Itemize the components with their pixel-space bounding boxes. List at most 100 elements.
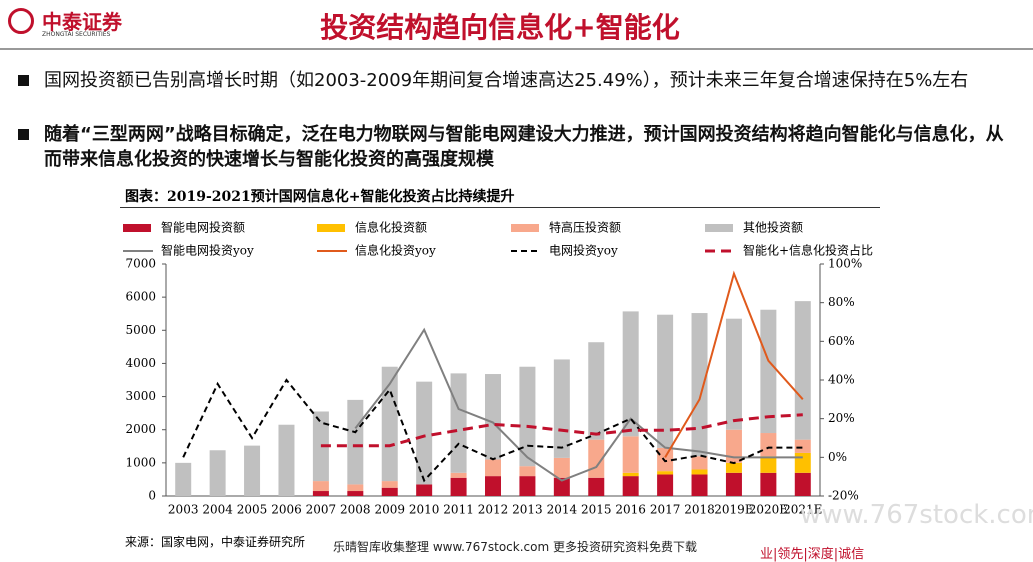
bar [691,313,708,457]
legend-swatch [705,224,733,232]
bar [347,399,364,485]
bar [485,374,501,460]
bar [725,472,742,496]
bar [622,311,639,437]
bar [519,466,536,477]
bar [450,373,467,473]
bar [794,452,811,473]
bullet: 随着“三型两网”战略目标确定，泛在电力物联网与智能电网建设大力推进，预计国网投资… [14,122,1004,172]
line [320,413,803,448]
logo-sub: ZHONGTAI SECURITIES [42,31,111,38]
legend-label: 智能化+信息化投资占比 [743,243,873,258]
bar [485,459,501,477]
x-tick-label: 2013 [512,503,543,517]
x-tick-label: 2008 [340,503,371,517]
x-tick-label: 2014 [547,503,578,517]
x-tick-label: 2007 [306,503,337,517]
bar [691,469,708,475]
bar [622,472,639,477]
y-tick-label: 7000 [125,257,156,271]
bar [725,462,742,473]
bar [519,366,536,467]
chart-title-rule [120,207,880,208]
bar [622,436,639,473]
chart-title: 图表：2019-2021预计国网信息化+智能化投资占比持续提升 [125,189,515,205]
bar [657,447,674,472]
legend-swatch [123,224,151,232]
logo-icon [8,8,34,34]
bar [760,456,777,473]
legend-label: 特高压投资额 [549,220,621,235]
bar [416,484,433,496]
x-tick-label: 2018 [684,503,715,517]
bar [553,477,570,496]
legend-label: 电网投资yoy [549,243,618,258]
bar [725,318,742,430]
x-tick-label: 2019E [714,503,753,517]
y2-tick-label: 40% [828,373,855,387]
bar [794,301,811,440]
bar [485,476,501,496]
legend-swatch [317,224,345,232]
bar [244,445,261,496]
bar [588,342,605,440]
x-tick-label: 2017 [650,503,681,517]
x-tick-label: 2016 [615,503,646,517]
y-tick-label: 5000 [125,323,156,337]
legend-label: 信息化投资额 [355,220,427,235]
legend-label: 其他投资额 [743,220,803,235]
site: www.767stock.com [800,500,1033,530]
title: 投资结构趋向信息化+智能化 [320,11,680,44]
bar [381,481,398,488]
bar [691,474,708,496]
logo: 中泰证券 [42,10,122,34]
bar [278,424,295,496]
bar [657,474,674,496]
y-tick-label: 6000 [125,290,156,304]
bar [657,471,674,475]
bar [175,462,192,496]
y2-tick-label: 80% [828,295,855,309]
bar [347,484,364,492]
legend-swatch [511,224,539,232]
bar [416,381,433,485]
line [664,270,804,458]
x-tick-label: 2010 [409,503,440,517]
bar [760,472,777,496]
x-tick-label: 2020E [749,503,788,517]
bar [725,429,742,463]
bar [312,481,329,492]
y2-tick-label: 20% [828,411,855,425]
bar [588,477,605,496]
x-tick-label: 2003 [168,503,199,517]
x-tick-label: 2009 [374,503,405,517]
x-tick-label: 2011 [443,503,474,517]
y-tick-label: 2000 [125,422,156,436]
legend-label: 信息化投资yoy [355,243,436,258]
y2-tick-label: 60% [828,334,855,348]
bar [657,314,674,448]
y-tick-label: 3000 [125,389,156,403]
bar [794,472,811,496]
watermark: 乐晴智库收集整理 www.767stock.com 更多投资研究资料免费下载 [333,540,697,554]
bar [450,477,467,496]
bar [553,457,570,478]
bar [794,439,811,453]
y2-tick-label: -20% [828,489,859,503]
x-tick-label: 2021E [783,503,822,517]
y-tick-label: 4000 [125,356,156,370]
x-tick-label: 2004 [202,503,233,517]
line [354,327,803,482]
x-tick-label: 2012 [478,503,509,517]
x-tick-label: 2005 [237,503,268,517]
bar [312,491,329,496]
motto: 业|领先|深度|诚信 [760,547,865,562]
bar [760,433,777,457]
bar [760,309,777,434]
bar [553,359,570,458]
legend-label: 智能电网投资额 [161,220,245,235]
y-tick-label: 0 [148,489,156,503]
bullet: 国网投资额已告别高增长时期（如2003-2009年期间复合增速高达25.49%）… [14,68,1004,93]
x-tick-label: 2006 [271,503,302,517]
bar [450,472,467,478]
